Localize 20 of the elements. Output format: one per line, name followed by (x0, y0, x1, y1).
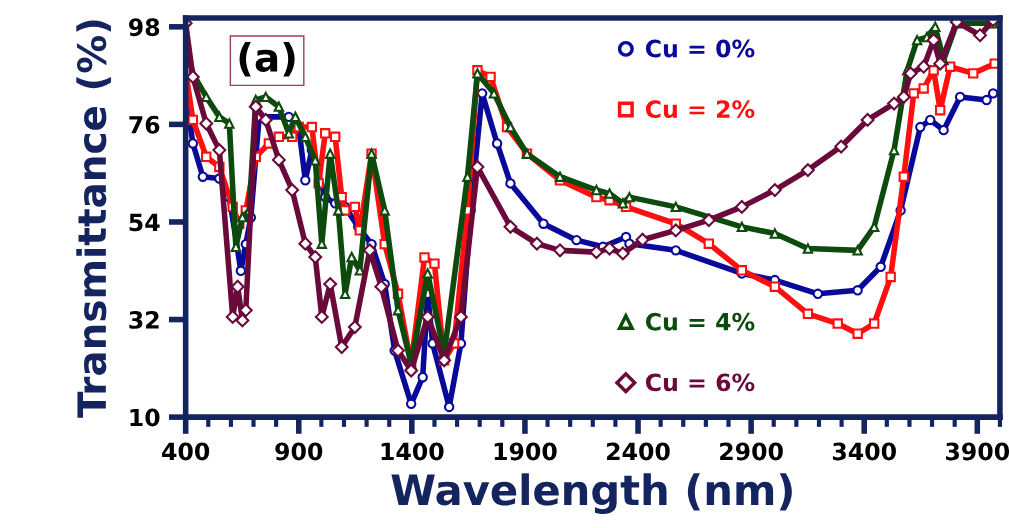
legend-label: Cu = 4% (645, 312, 755, 331)
legend-label: Cu = 0% (645, 39, 755, 58)
y-tick-label: 10 (130, 408, 160, 427)
x-axis-title: Wavelength (nm) (391, 473, 792, 514)
annotation: (a) (239, 41, 295, 77)
x-tick-label: 900 (275, 442, 323, 461)
y-tick-label: 54 (129, 213, 160, 232)
legend-label: Cu = 6% (645, 373, 755, 392)
y-tick-label: 76 (129, 115, 160, 134)
x-tick-label: 400 (162, 442, 210, 461)
x-tick-label: 1400 (381, 442, 444, 461)
y-tick-label: 32 (129, 310, 159, 329)
legend-label: Cu = 2% (645, 100, 755, 119)
x-tick-label: 1900 (494, 442, 557, 461)
y-axis-title: Transmittance (%) (76, 20, 111, 418)
y-tick-label: 98 (129, 18, 160, 37)
x-tick-label: 3900 (946, 442, 1009, 461)
x-tick-label: 2400 (607, 442, 670, 461)
x-tick-label: 3400 (832, 442, 896, 461)
x-tick-label: 2900 (720, 442, 783, 461)
